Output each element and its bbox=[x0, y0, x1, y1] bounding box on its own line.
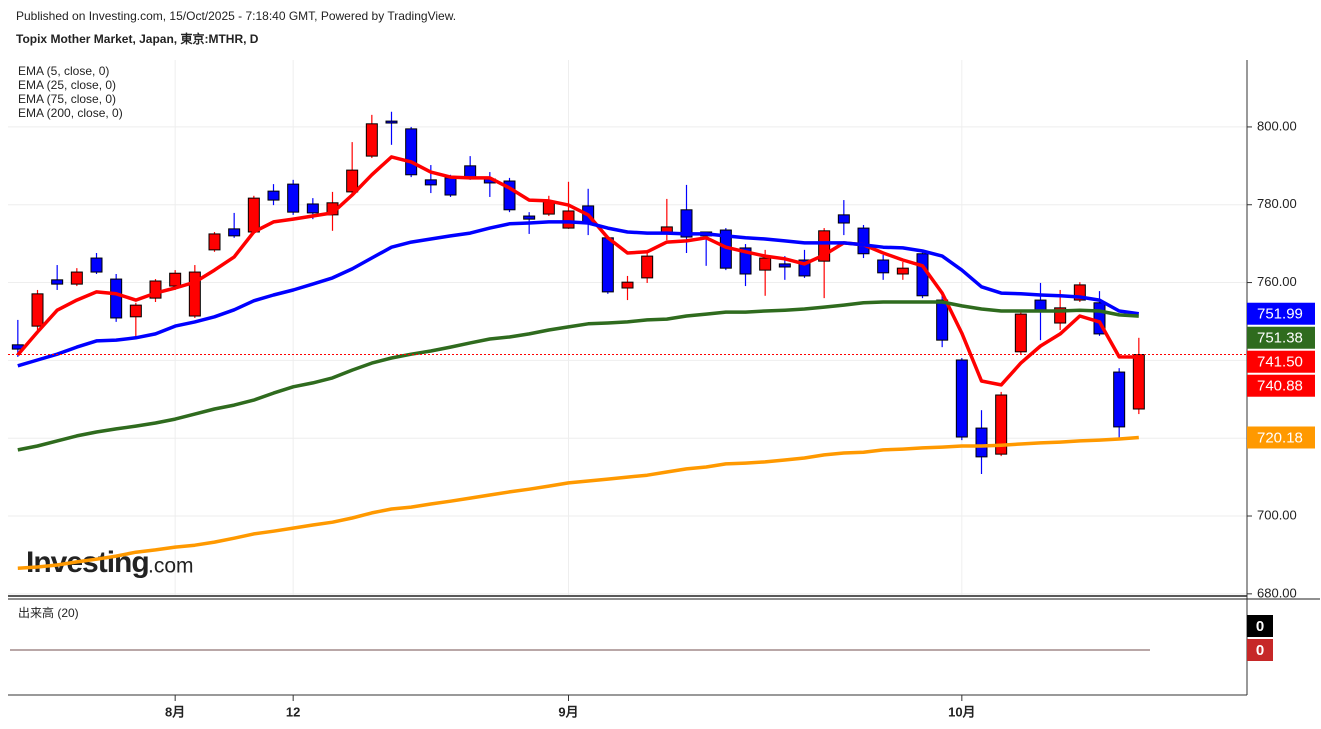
price-tag-label: 741.50 bbox=[1257, 354, 1303, 371]
candle-body bbox=[90, 257, 103, 273]
candle-body bbox=[601, 237, 614, 293]
ema-line bbox=[17, 300, 1139, 452]
legend-entry: EMA (75, close, 0) bbox=[18, 92, 116, 106]
y-tick-label: 700.00 bbox=[1257, 507, 1297, 522]
candle-body bbox=[444, 177, 457, 196]
legend-entry: EMA (5, close, 0) bbox=[18, 64, 109, 78]
candle-body bbox=[1034, 299, 1047, 311]
x-tick-label: 12 bbox=[286, 704, 300, 719]
candle-body bbox=[1093, 302, 1106, 335]
price-tag bbox=[1247, 326, 1315, 349]
price-tag bbox=[1247, 374, 1315, 397]
symbol-title: Topix Mother Market, Japan, 東京:MTHR, D bbox=[16, 31, 259, 46]
logo-suffix: .com bbox=[148, 555, 194, 578]
candle-body bbox=[51, 279, 64, 285]
candle-body bbox=[818, 230, 831, 262]
candle-body bbox=[1073, 284, 1086, 301]
volume-title: 出来高 (20) bbox=[18, 605, 79, 620]
price-tag-label: 751.38 bbox=[1257, 330, 1303, 347]
legend-entry: EMA (200, close, 0) bbox=[18, 106, 123, 120]
ema-line bbox=[16, 155, 1139, 387]
volume-tag-label: 0 bbox=[1256, 618, 1264, 635]
ema-line bbox=[17, 220, 1140, 368]
candle-body bbox=[1054, 307, 1067, 324]
candle-body bbox=[877, 259, 890, 274]
candle-body bbox=[837, 214, 850, 224]
candle-body bbox=[621, 281, 634, 289]
candle-body bbox=[1014, 313, 1027, 353]
ema-line bbox=[17, 435, 1139, 570]
price-tag-label: 720.18 bbox=[1257, 429, 1303, 446]
candle-body bbox=[680, 209, 693, 238]
price-tag bbox=[1247, 302, 1315, 325]
volume-tag-label: 0 bbox=[1256, 642, 1264, 659]
candle-body bbox=[562, 210, 575, 229]
candle-body bbox=[129, 304, 142, 318]
x-tick-label: 8月 bbox=[165, 704, 185, 719]
legend-entry: EMA (25, close, 0) bbox=[18, 78, 116, 92]
candle-body bbox=[798, 259, 811, 277]
candle-body bbox=[896, 267, 909, 275]
candle-body bbox=[306, 203, 319, 214]
y-tick-label: 760.00 bbox=[1257, 274, 1297, 289]
candle-body bbox=[287, 183, 300, 213]
candle-body bbox=[759, 257, 772, 271]
candle-body bbox=[641, 255, 654, 279]
y-tick-label: 800.00 bbox=[1257, 118, 1297, 133]
candle-body bbox=[739, 247, 752, 275]
candle-body bbox=[31, 293, 44, 327]
candle-body bbox=[149, 280, 162, 299]
logo-main: Investing bbox=[26, 546, 149, 579]
candle-body bbox=[405, 128, 418, 176]
candle-body bbox=[975, 427, 988, 458]
candle-body bbox=[936, 299, 949, 341]
candle-body bbox=[385, 120, 398, 124]
y-tick-label: 780.00 bbox=[1257, 196, 1297, 211]
candle-body bbox=[169, 272, 182, 287]
candle-body bbox=[995, 394, 1008, 455]
candle-body bbox=[916, 253, 929, 297]
candle-body bbox=[346, 169, 359, 193]
volume-tag bbox=[1247, 639, 1273, 661]
candle-body bbox=[503, 180, 516, 211]
x-tick-label: 10月 bbox=[948, 704, 975, 719]
candle-body bbox=[523, 215, 536, 220]
candle-body bbox=[247, 197, 260, 233]
y-tick-label: 680.00 bbox=[1257, 585, 1297, 600]
candle-body bbox=[110, 278, 123, 319]
candle-body bbox=[267, 190, 280, 201]
candle-body bbox=[365, 123, 378, 157]
logo: Investing .com bbox=[26, 546, 194, 579]
candle-body bbox=[778, 263, 791, 268]
candle-body bbox=[188, 271, 201, 317]
candle-body bbox=[1113, 371, 1126, 428]
price-tag bbox=[1247, 426, 1315, 449]
candle-body bbox=[208, 233, 221, 251]
candle-body bbox=[228, 228, 241, 237]
candle-body bbox=[857, 227, 870, 255]
candle-body bbox=[955, 359, 968, 438]
price-tag-label: 751.99 bbox=[1257, 306, 1303, 323]
candle-body bbox=[542, 201, 555, 215]
price-tag bbox=[1247, 350, 1315, 373]
price-tag-label: 740.88 bbox=[1257, 378, 1303, 395]
published-note: Published on Investing.com, 15/Oct/2025 … bbox=[16, 9, 456, 23]
candle-body bbox=[1132, 354, 1145, 410]
candle-body bbox=[424, 179, 437, 186]
candle-body bbox=[70, 271, 83, 285]
volume-tag bbox=[1247, 615, 1273, 637]
x-tick-label: 9月 bbox=[558, 704, 578, 719]
